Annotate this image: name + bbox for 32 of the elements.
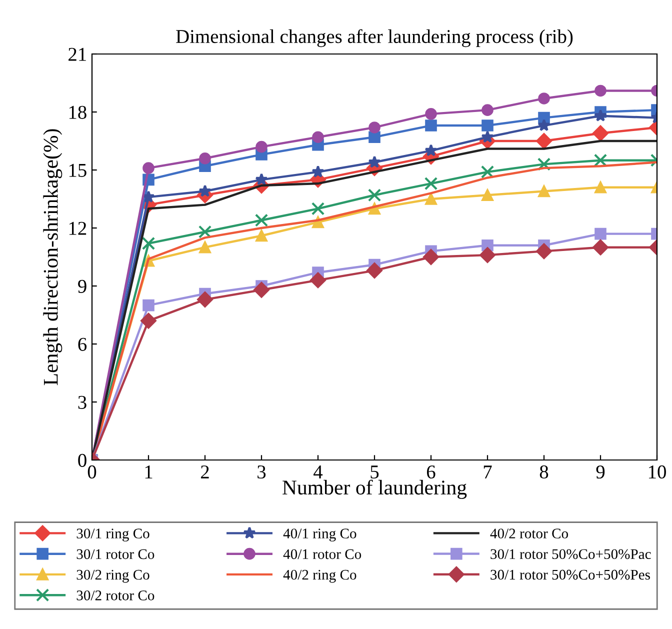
x-tick-label: 8 <box>540 465 548 479</box>
legend-label: 30/1 rotor 50%Co+50%Pac <box>490 549 651 560</box>
legend-label: 30/1 rotor Co <box>76 549 154 560</box>
legend-label: 40/2 rotor Co <box>490 528 568 538</box>
x-tick-label: 10 <box>648 465 666 479</box>
x-tick-label: 5 <box>370 466 379 479</box>
chart-title: Dimensional changes after laundering process (rib) <box>176 29 573 48</box>
y-axis-title: Length direction-shrinkage(%) <box>43 129 62 386</box>
legend-label: 30/2 ring Co <box>76 570 150 583</box>
y-tick-label: 9 <box>78 280 86 293</box>
y-tick-label: 15 <box>69 164 86 177</box>
legend-label: 40/1 rotor Co <box>283 549 362 560</box>
y-tick-label: 0 <box>78 454 86 467</box>
legend-label: 30/1 rotor 50%Co+50%Pes <box>490 570 650 580</box>
y-tick-label: 18 <box>69 106 86 119</box>
x-tick-label: 2 <box>200 465 209 478</box>
x-tick-label: 9 <box>596 465 605 479</box>
legend-label: 40/2 ring Co <box>283 570 356 583</box>
legend-label: 30/2 rotor Co <box>76 590 154 600</box>
y-tick-label: 3 <box>78 396 86 409</box>
x-tick-label: 3 <box>258 465 266 479</box>
y-tick-label: 6 <box>78 338 87 351</box>
legend-label: 30/1 ring Co <box>76 528 150 542</box>
x-tick-label: 0 <box>88 465 96 479</box>
x-axis-title: Number of laundering <box>282 480 467 499</box>
legend-label: 40/1 ring Co <box>283 528 356 542</box>
x-tick-label: 6 <box>426 465 436 479</box>
x-tick-label: 1 <box>145 466 152 478</box>
y-tick-label: 12 <box>69 222 86 235</box>
y-tick-label: 21 <box>68 48 86 61</box>
x-tick-label: 7 <box>484 466 492 478</box>
x-tick-label: 4 <box>314 466 323 478</box>
